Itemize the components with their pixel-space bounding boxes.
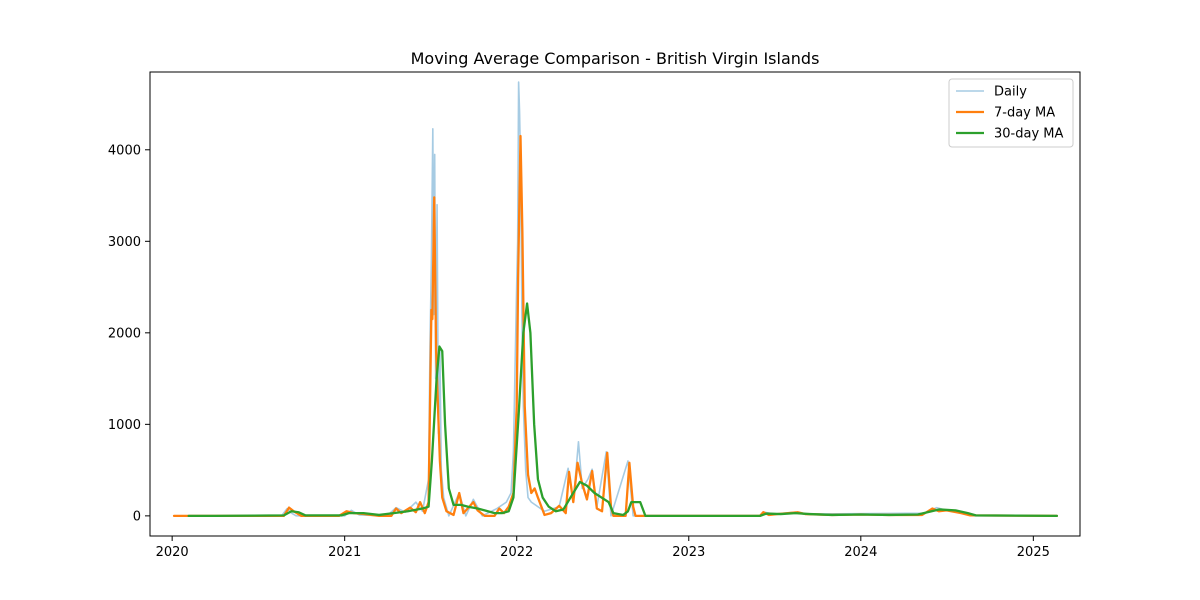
- y-tick-label: 0: [133, 509, 141, 524]
- y-tick-label: 1000: [108, 418, 141, 433]
- x-tick-label: 2020: [156, 545, 189, 560]
- x-tick-label: 2022: [500, 545, 533, 560]
- x-axis: 2020 2021 2022 2023 2024 2025: [156, 536, 1050, 560]
- series-line-30-day-ma: [187, 302, 1059, 518]
- legend-label: 7-day MA: [994, 106, 1055, 121]
- x-tick-label: 2021: [328, 545, 361, 560]
- x-tick-label: 2023: [672, 545, 705, 560]
- plot-frame: [149, 71, 1081, 537]
- x-tick-label: 2025: [1017, 545, 1050, 560]
- legend-box: [948, 78, 1074, 148]
- series-layer: [172, 81, 1059, 518]
- y-tick-label: 4000: [108, 143, 141, 158]
- legend-label: 30-day MA: [994, 127, 1063, 142]
- y-axis: 0 1000 2000 3000 4000: [108, 143, 150, 524]
- legend-label: Daily: [994, 85, 1027, 100]
- legend: Daily 7-day MA 30-day MA: [948, 78, 1074, 148]
- plot-area: [149, 71, 1081, 537]
- x-tick-label: 2024: [844, 545, 877, 560]
- legend-items: Daily 7-day MA 30-day MA: [956, 85, 1063, 142]
- y-tick-label: 2000: [108, 326, 141, 341]
- chart-title: Moving Average Comparison - British Virg…: [411, 49, 820, 68]
- y-tick-label: 3000: [108, 235, 141, 250]
